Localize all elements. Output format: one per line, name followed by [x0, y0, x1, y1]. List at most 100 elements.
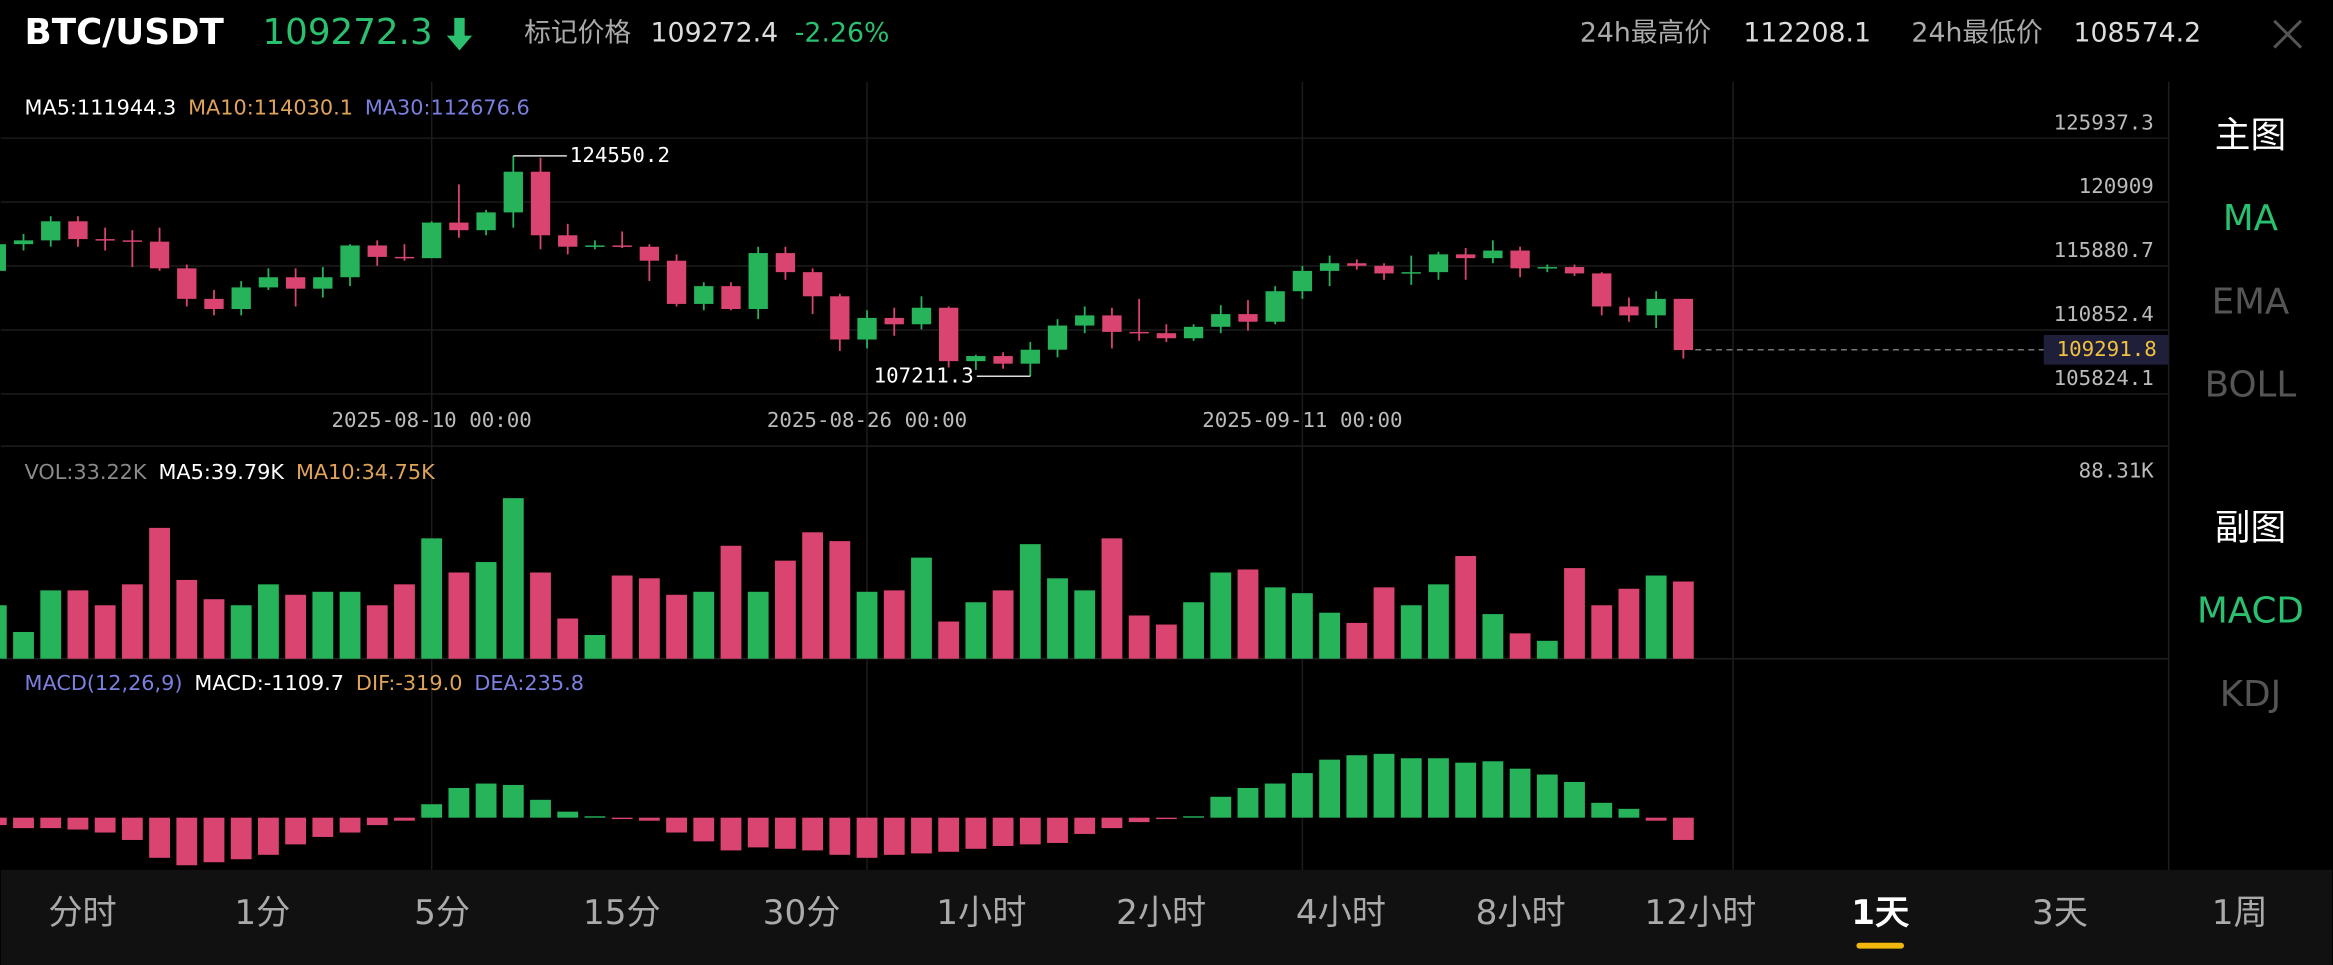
candle-body	[1401, 272, 1421, 274]
candle-body	[1619, 306, 1639, 316]
menu-item[interactable]: BOLL	[2205, 365, 2297, 406]
volume-bar	[883, 590, 905, 659]
candle-body	[1265, 291, 1285, 322]
volume-bar	[149, 527, 170, 659]
timeframe-tab[interactable]: 1周	[2212, 893, 2268, 933]
candle-body	[1211, 314, 1231, 327]
candle-body	[1428, 254, 1449, 273]
volume-bar	[1237, 569, 1259, 659]
menu-title: 主图	[2215, 115, 2286, 156]
volume-bar	[0, 605, 7, 659]
timeframe-tab[interactable]: 30分	[763, 893, 841, 933]
macd-bar	[67, 817, 89, 830]
timeframe-tab[interactable]: 1天	[1851, 893, 1910, 933]
timeframe-tab[interactable]: 12小时	[1645, 893, 1757, 933]
macd-bar	[1564, 781, 1585, 818]
symbol[interactable]: BTC/USDT	[25, 12, 225, 53]
macd-bar	[1128, 817, 1150, 823]
price-tag	[2043, 334, 2169, 365]
macd-bar	[693, 817, 715, 842]
legend-item: DEA:235.8	[474, 671, 584, 695]
macd-bar	[638, 817, 660, 821]
timeframe-tab[interactable]: 15分	[583, 893, 661, 933]
timeframe-tab[interactable]: 分时	[48, 893, 116, 933]
menu-item[interactable]: MA	[2223, 198, 2279, 239]
macd-bar	[883, 817, 905, 855]
macd-bar	[339, 817, 361, 833]
candle-body	[1592, 273, 1612, 307]
candle-body	[1102, 315, 1122, 332]
candle-body	[558, 235, 578, 247]
candle-body	[95, 239, 115, 241]
candle-body	[285, 277, 306, 289]
legend-item: MACD(12,26,9)	[25, 671, 183, 695]
menu-item[interactable]: KDJ	[2220, 674, 2281, 715]
volume-bar	[1319, 612, 1341, 659]
volume-bar	[938, 621, 960, 659]
legend-item: MA5:39.79K	[158, 460, 285, 484]
candle-body	[41, 221, 61, 241]
macd-bar	[1237, 787, 1259, 818]
menu-item[interactable]: MACD	[2197, 591, 2304, 632]
low-label: 24h最低价	[1911, 18, 2042, 49]
candle-body	[939, 307, 959, 362]
macd-bar	[1618, 808, 1640, 818]
volume-bar	[1509, 633, 1531, 659]
candle-body	[258, 277, 279, 288]
legend-item: MA5:111944.3	[25, 96, 177, 120]
volume-bar	[1264, 587, 1286, 659]
x-tick-label: 2025-08-26 00:00	[767, 408, 967, 432]
candle-body	[1238, 314, 1258, 322]
legend-item: VOL:33.22K	[25, 460, 148, 484]
timeframe-tab[interactable]: 5分	[414, 893, 470, 933]
macd-bar	[911, 817, 932, 854]
macd-bar	[1536, 774, 1558, 818]
volume-bar	[1618, 588, 1640, 659]
macd-bar	[475, 783, 497, 818]
candle-body	[313, 277, 333, 289]
legend-item: MACD:-1109.7	[194, 671, 344, 695]
candle-body	[13, 240, 34, 245]
high-value: 112208.1	[1743, 18, 1871, 49]
down-arrow	[446, 17, 473, 51]
timeframe-tab[interactable]: 1分	[234, 893, 290, 933]
volume-bar	[366, 605, 388, 659]
candle-body	[449, 222, 469, 231]
volume-bar	[1428, 584, 1449, 659]
menu-item[interactable]: EMA	[2212, 281, 2290, 322]
macd-bar	[1264, 783, 1286, 818]
volume-bar	[1155, 624, 1177, 659]
candle-body	[1347, 263, 1367, 266]
volume-bar	[1074, 590, 1096, 659]
candle-body	[966, 356, 986, 362]
timeframe-tab[interactable]: 1小时	[936, 893, 1026, 933]
timeframe-tab[interactable]: 8小时	[1476, 893, 1566, 933]
volume-bar	[448, 572, 470, 659]
volume-bar	[1291, 593, 1313, 659]
timeframe-tab[interactable]: 2小时	[1116, 893, 1206, 933]
candle-body	[775, 253, 796, 273]
timeframe-tab[interactable]: 3天	[2032, 893, 2088, 933]
close-button[interactable]	[2273, 19, 2303, 49]
volume-bar	[992, 590, 1014, 659]
macd-bar	[176, 817, 198, 866]
volume-bar	[829, 541, 851, 659]
candle-body	[1374, 265, 1394, 274]
candle-body	[639, 246, 660, 261]
candle-body	[1510, 250, 1530, 269]
candle-body	[476, 212, 496, 231]
candle-body	[1075, 315, 1095, 326]
candle-body	[1564, 267, 1585, 274]
candle-body	[0, 244, 6, 271]
y-tick-label: 88.31K	[2079, 458, 2155, 482]
y-tick-label: 105824.1	[2054, 366, 2154, 390]
last-price: 109272.3	[262, 12, 432, 53]
timeframe-tab[interactable]: 4小时	[1296, 893, 1386, 933]
candle-body	[1292, 270, 1313, 292]
volume-bar	[720, 545, 742, 659]
macd-bar	[802, 817, 824, 851]
volume-bar	[1210, 572, 1232, 659]
candle-body	[612, 245, 632, 247]
macd-bar	[856, 817, 878, 858]
